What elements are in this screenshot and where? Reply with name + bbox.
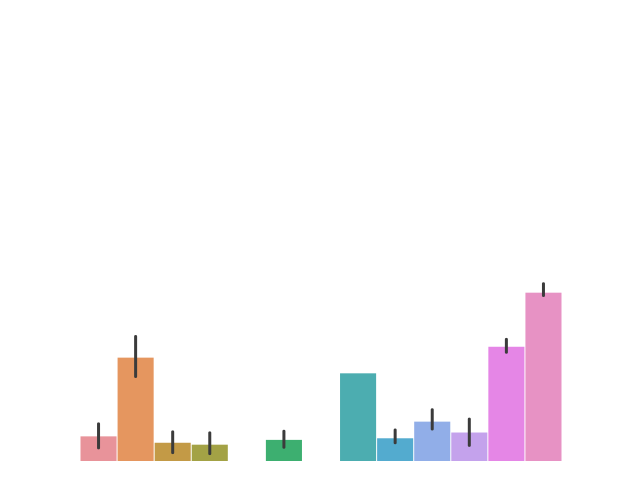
bar-4: [265, 439, 302, 461]
bars-layer: [80, 292, 562, 461]
bar-5: [340, 373, 377, 461]
errorbars-layer: [97, 282, 545, 456]
bar-6: [377, 438, 414, 461]
bar-10: [525, 292, 562, 461]
bar-9: [488, 346, 525, 461]
